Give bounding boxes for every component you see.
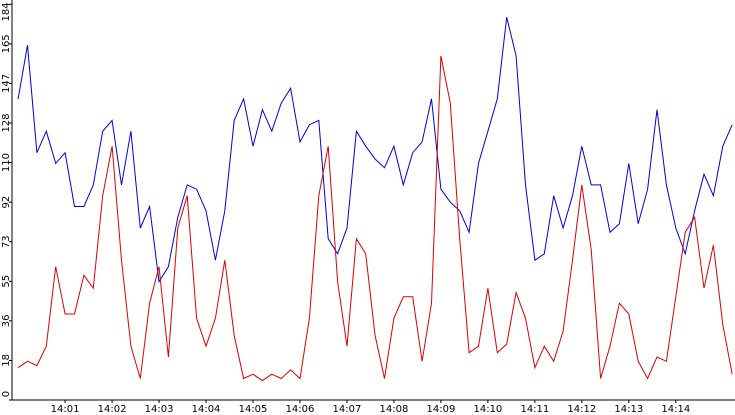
x-tick-label: 14:04 — [192, 404, 221, 415]
x-tick-label: 14:12 — [567, 404, 596, 415]
y-tick-label: 55 — [1, 275, 12, 288]
x-tick-label: 14:14 — [661, 404, 690, 415]
x-tick-label: 14:05 — [239, 404, 268, 415]
x-tick-label: 14:03 — [145, 404, 174, 415]
y-tick-label: 165 — [1, 34, 12, 53]
y-tick-label: 18 — [1, 354, 12, 367]
x-tick-label: 14:11 — [520, 404, 549, 415]
x-tick-label: 14:13 — [614, 404, 643, 415]
y-tick-label: 184 — [1, 2, 12, 21]
y-tick-label: 92 — [1, 196, 12, 209]
y-tick-label: 36 — [1, 314, 12, 327]
series-line — [17, 17, 733, 284]
series-line — [17, 55, 733, 382]
y-tick-label: 73 — [1, 235, 12, 248]
x-tick-label: 14:02 — [98, 404, 127, 415]
y-tick-label: 0 — [1, 391, 12, 397]
x-tick-label: 14:10 — [473, 404, 502, 415]
x-tick-label: 14:01 — [51, 404, 80, 415]
y-tick-label: 110 — [1, 153, 12, 172]
x-tick-label: 14:07 — [333, 404, 362, 415]
y-tick-label: 128 — [1, 113, 12, 132]
y-tick-label: 147 — [1, 74, 12, 93]
x-tick-label: 14:06 — [286, 404, 315, 415]
x-tick-label: 14:08 — [380, 404, 409, 415]
x-tick-label: 14:09 — [427, 404, 456, 415]
